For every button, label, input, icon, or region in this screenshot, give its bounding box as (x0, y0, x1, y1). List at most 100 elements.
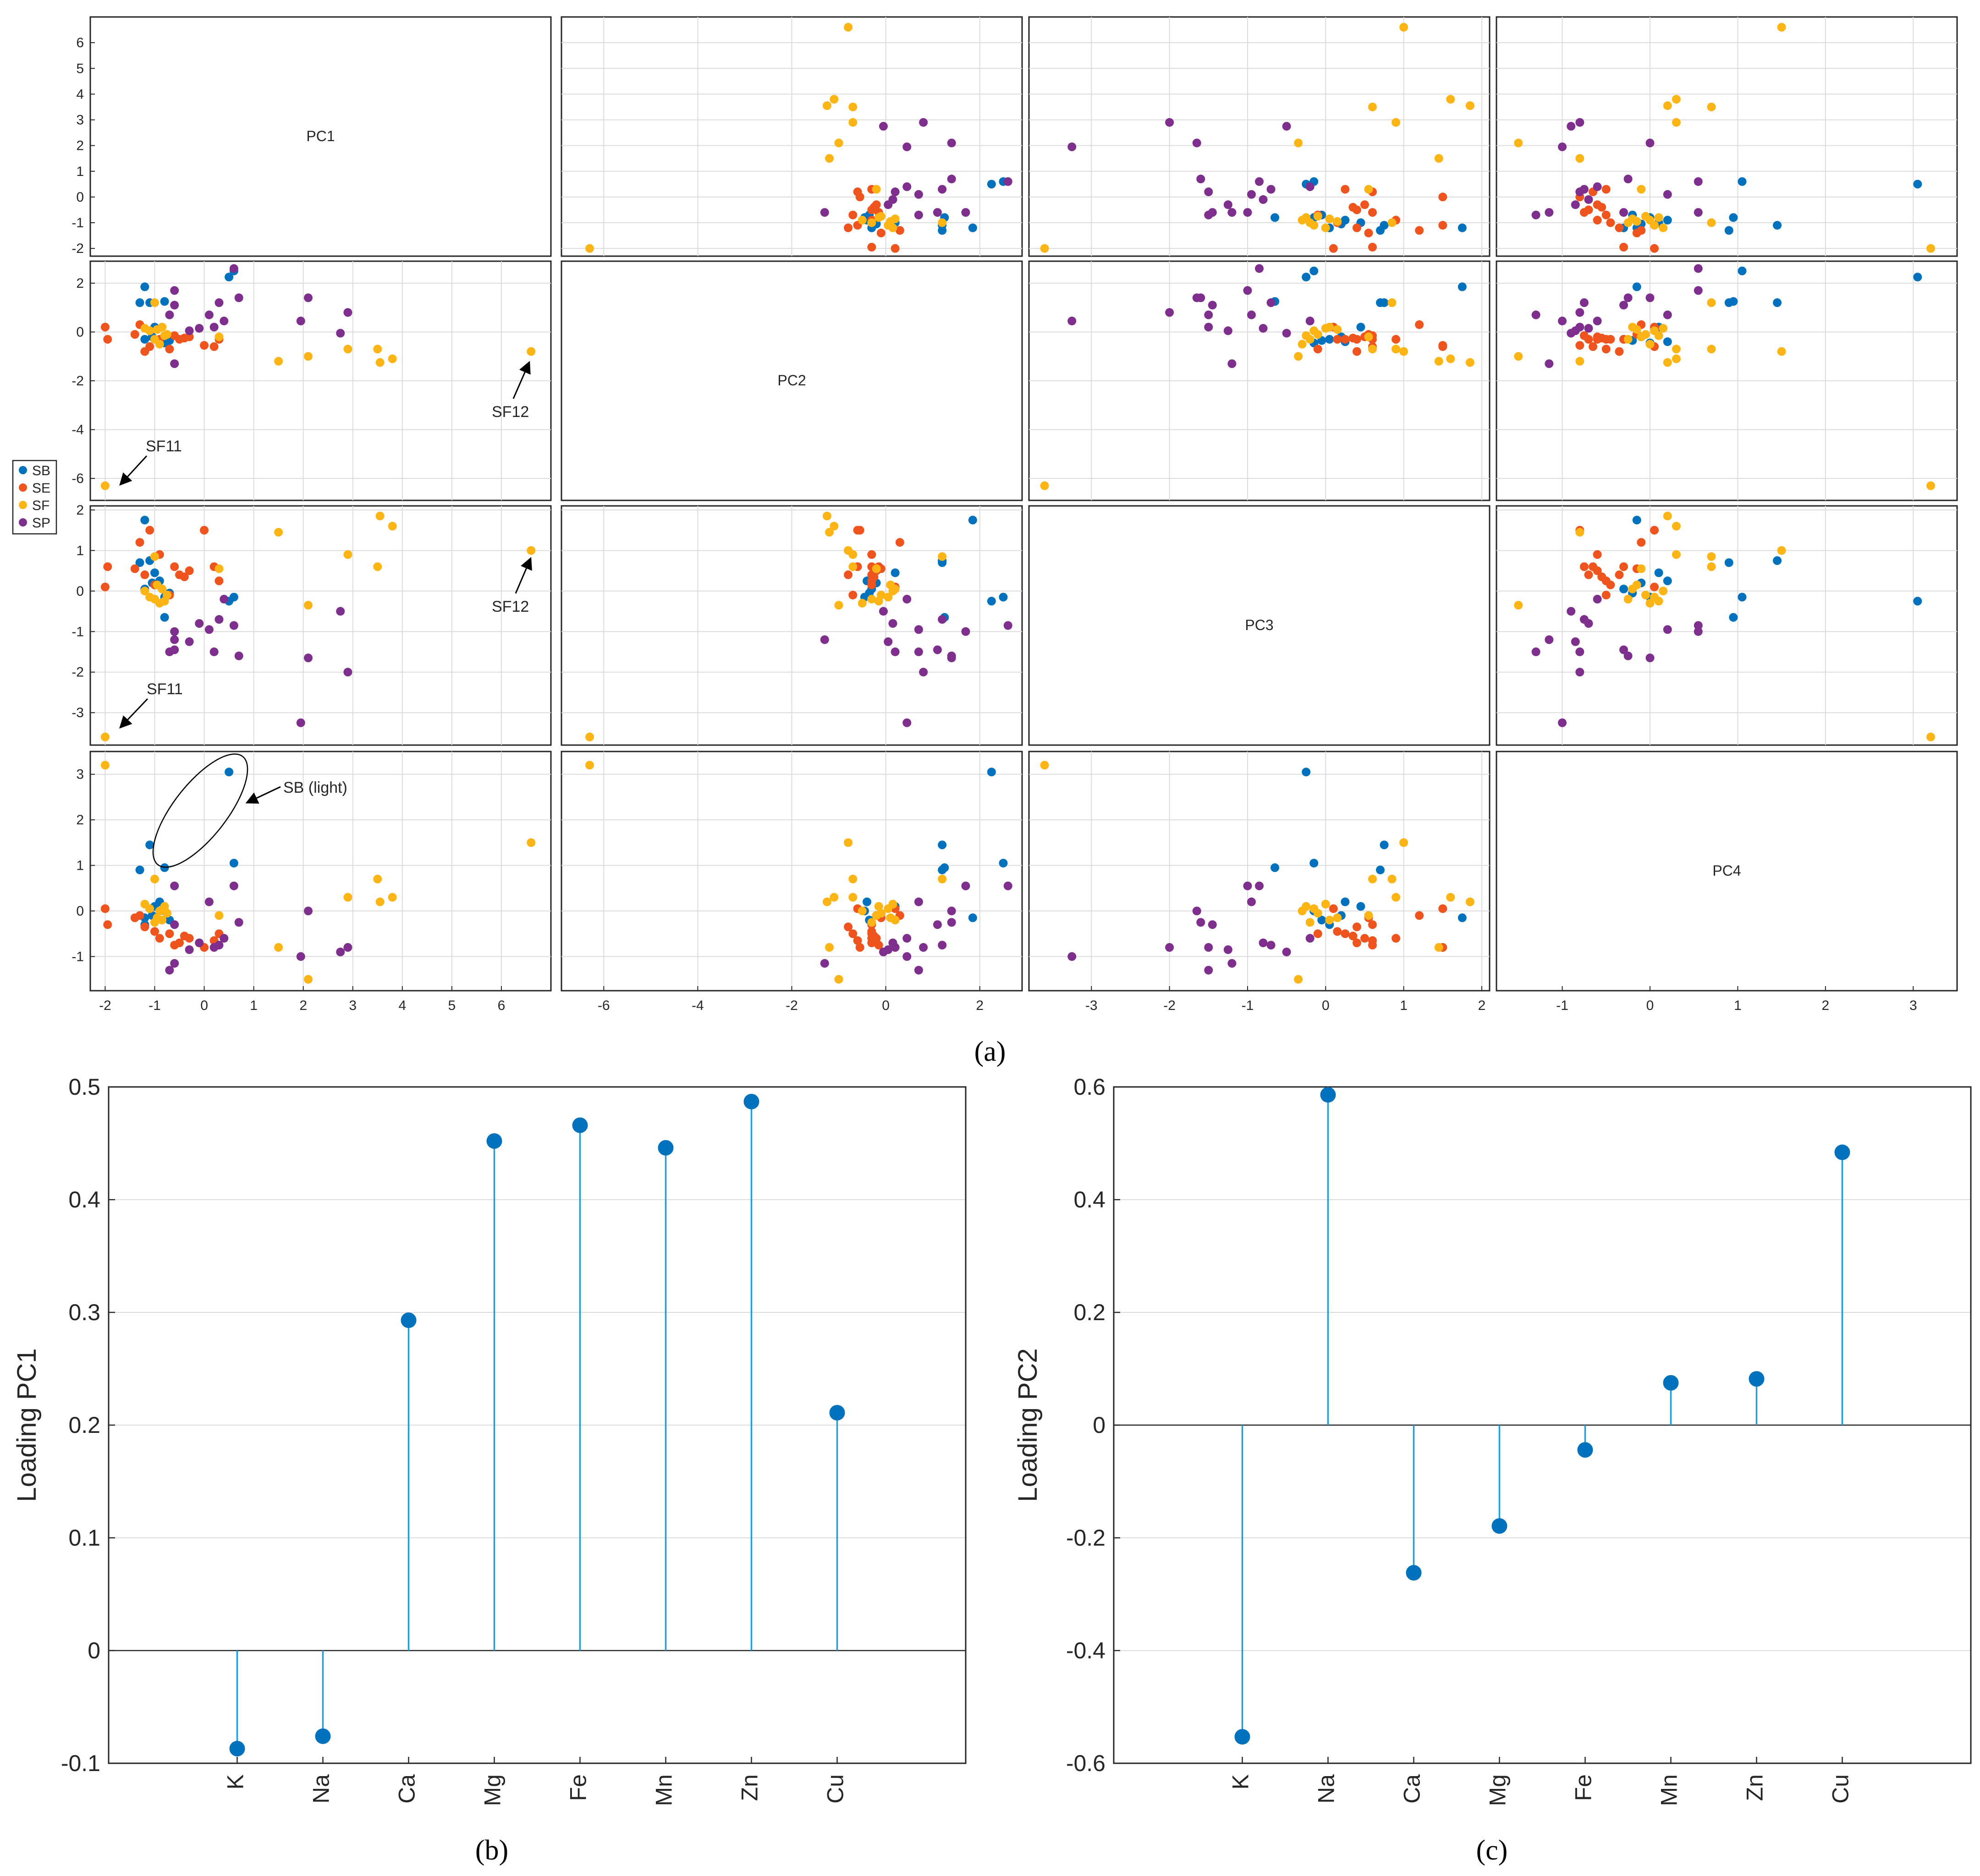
point-sp (343, 943, 352, 952)
panel-pc2-vs-pc3 (1028, 260, 1490, 501)
point-se (180, 334, 189, 343)
point-sf (1514, 138, 1523, 148)
point-sf (1392, 893, 1401, 902)
point-sf (153, 325, 162, 334)
point-sf (375, 897, 385, 906)
x-tick-label-k: K (1228, 1774, 1254, 1789)
y-tick-label: -2 (72, 241, 84, 256)
point-se (165, 345, 174, 354)
y-tick-label: 0 (76, 584, 84, 599)
point-sp (1575, 308, 1584, 317)
x-tick-label: 2 (1478, 998, 1486, 1013)
y-tick-label: 0 (76, 324, 84, 340)
panel-frame (1028, 505, 1490, 746)
x-tick-label: 0 (1646, 998, 1654, 1013)
point-sp (1663, 625, 1672, 634)
point-sp (204, 897, 214, 906)
point-sb (940, 863, 949, 872)
panel-pc4-vs-pc3 (1028, 751, 1490, 992)
x-tick-label-zn: Zn (737, 1774, 763, 1801)
point-sp (1204, 310, 1213, 319)
point-se (1593, 215, 1602, 225)
panel-pc3-vs-pc1 (89, 505, 552, 746)
point-sp (947, 918, 956, 927)
point-sp (1255, 177, 1264, 186)
panel-frame (1028, 16, 1490, 257)
point-sf (1368, 874, 1377, 883)
point-sp (234, 918, 243, 927)
point-sf (527, 347, 536, 356)
point-sp (1694, 621, 1703, 630)
point-sp (165, 965, 174, 975)
point-sf (1321, 900, 1330, 909)
stem-marker-ca (1406, 1565, 1422, 1581)
point-sb (160, 613, 169, 622)
point-sb (938, 226, 947, 235)
point-sf (1434, 357, 1443, 366)
point-sb (987, 768, 996, 777)
y-tick-label: -0.6 (1066, 1750, 1106, 1776)
point-sb (229, 592, 238, 602)
point-sf (1325, 214, 1334, 224)
point-se (1341, 929, 1350, 938)
point-sb (225, 273, 234, 282)
point-sp (214, 615, 224, 624)
point-sf (1325, 916, 1334, 925)
sb-light-ellipse (152, 753, 248, 868)
point-se (1650, 244, 1659, 253)
y-tick-label: 2 (76, 276, 84, 291)
point-sp (1003, 621, 1012, 630)
y-tick-label: 0.2 (1073, 1300, 1106, 1325)
point-sf (140, 324, 149, 333)
point-sf (1926, 244, 1936, 253)
point-sb (135, 866, 144, 875)
point-sf (1313, 909, 1322, 918)
panel-pc1-vs-pc2 (561, 16, 1023, 257)
point-sf (1645, 340, 1655, 349)
point-se (1415, 911, 1424, 920)
annotation-sf12-row2: SF12 (492, 403, 529, 421)
point-sp (336, 607, 345, 616)
point-sf (1623, 218, 1633, 227)
stem-marker-cu (829, 1404, 845, 1421)
point-sp (1571, 200, 1580, 209)
stem-marker-mn (1663, 1375, 1679, 1391)
point-sf (825, 154, 834, 163)
point-sb (1738, 592, 1747, 602)
point-sp (1259, 324, 1268, 333)
point-se (867, 550, 876, 559)
point-sp (1247, 897, 1256, 906)
point-se (1650, 526, 1659, 535)
point-sp (170, 881, 179, 890)
point-se (1601, 185, 1611, 194)
point-sf (1514, 352, 1523, 361)
panel-frame (1496, 505, 1958, 746)
point-sb (1380, 840, 1389, 850)
point-sf (1777, 347, 1786, 356)
point-sp (1192, 906, 1201, 916)
y-tick-label: 3 (76, 113, 84, 128)
point-sf (1707, 298, 1716, 307)
point-sb (1663, 337, 1672, 346)
point-sp (914, 625, 923, 634)
point-sf (834, 975, 843, 984)
point-sf (1302, 902, 1311, 911)
point-sp (914, 965, 923, 975)
point-sf (1434, 154, 1443, 163)
point-se (1584, 570, 1593, 579)
scatter-matrix: PC1 -2 -1 0 1 2 3 4 5 6 PC2 -6 -4 -2 0 2 PC3 -3 -2 -1 0 1 2 PC4… (72, 16, 1958, 1013)
point-se (1415, 320, 1424, 329)
point-se (130, 913, 139, 922)
point-sf (834, 138, 843, 148)
point-sf (1434, 943, 1443, 952)
y-tick-label: -6 (72, 471, 84, 486)
point-sf (140, 900, 149, 909)
point-sp (1567, 607, 1576, 616)
point-sf (1659, 587, 1668, 596)
point-sp (296, 317, 305, 325)
point-se (140, 347, 149, 356)
point-se (1313, 929, 1322, 938)
point-sp (879, 947, 888, 956)
point-sf (848, 562, 858, 571)
point-sf (1663, 101, 1672, 110)
